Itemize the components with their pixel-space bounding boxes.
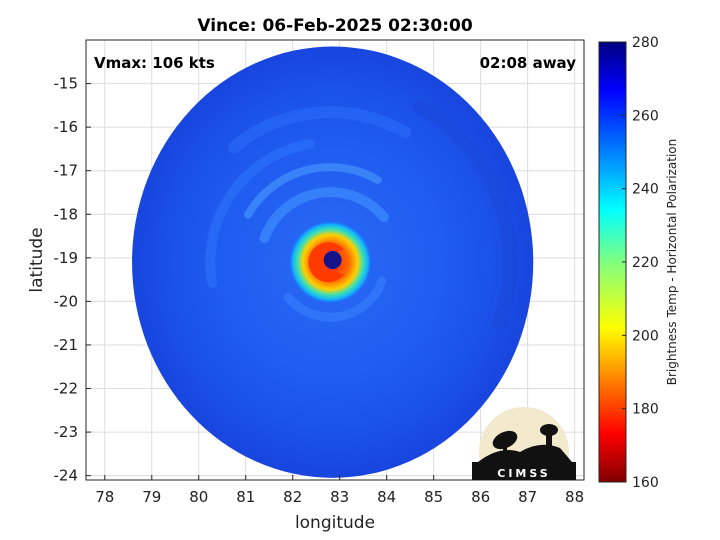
x-tick-label: 85 bbox=[424, 488, 443, 506]
colorbar-gradient bbox=[598, 41, 627, 483]
x-tick-label: 84 bbox=[377, 488, 396, 506]
rain-band bbox=[205, 139, 315, 289]
x-tick-label: 81 bbox=[236, 488, 255, 506]
y-tick-label: -24 bbox=[54, 467, 79, 485]
colorbar-tick-label: 180 bbox=[632, 402, 659, 418]
x-axis-label: longitude bbox=[295, 513, 375, 533]
y-tick-label: -15 bbox=[54, 75, 79, 93]
rain-band bbox=[227, 106, 412, 154]
rain-band bbox=[244, 163, 382, 219]
colorbar-tick-label: 200 bbox=[632, 328, 659, 344]
colorbar-ticks: 160 180 200 220 240 260 280 bbox=[622, 35, 659, 491]
y-tick-label: -23 bbox=[54, 423, 79, 441]
y-tick-label: -18 bbox=[54, 205, 79, 223]
x-tick-label: 79 bbox=[142, 488, 161, 506]
x-tick-label: 80 bbox=[189, 488, 208, 506]
colorbar-tick-label: 240 bbox=[632, 182, 659, 198]
colorbar: 160 180 200 220 240 260 280 Brightness Temp - … bbox=[598, 35, 679, 491]
x-tick-label: 87 bbox=[518, 488, 537, 506]
y-tick-label: -16 bbox=[54, 118, 79, 136]
chart-title: Vince: 06-Feb-2025 02:30:00 bbox=[197, 16, 472, 36]
colorbar-label: Brightness Temp - Horizontal Polarizatio… bbox=[665, 139, 679, 386]
x-tick-label: 82 bbox=[283, 488, 302, 506]
microwave-swath bbox=[132, 46, 534, 478]
y-tick-label: -20 bbox=[54, 292, 79, 310]
cimss-logo: CIMSS bbox=[472, 407, 576, 480]
y-tick-label: -17 bbox=[54, 162, 79, 180]
colorbar-tick-label: 260 bbox=[632, 108, 659, 124]
y-axis-ticks: -15 -16 -17 -18 -19 -20 -21 -22 -23 -24 bbox=[54, 75, 91, 485]
colorbar-tick-label: 220 bbox=[632, 255, 659, 271]
vmax-annotation: Vmax: 106 kts bbox=[94, 54, 215, 72]
rain-band bbox=[283, 276, 387, 322]
time-offset-annotation: 02:08 away bbox=[480, 54, 577, 72]
x-tick-label: 86 bbox=[471, 488, 490, 506]
rain-band bbox=[413, 99, 518, 331]
y-axis-label: latitude bbox=[27, 227, 47, 292]
rain-band bbox=[259, 187, 389, 244]
logo-text: CIMSS bbox=[497, 467, 550, 480]
y-tick-label: -22 bbox=[54, 380, 79, 398]
x-tick-label: 83 bbox=[330, 488, 349, 506]
x-axis-ticks: 78 79 80 81 82 83 84 85 86 87 88 bbox=[95, 475, 584, 506]
axes-frame bbox=[85, 39, 585, 481]
y-tick-label: -21 bbox=[54, 336, 79, 354]
x-tick-label: 78 bbox=[95, 488, 114, 506]
storm-eye bbox=[323, 251, 342, 269]
y-tick-label: -19 bbox=[54, 249, 79, 267]
colorbar-tick-label: 280 bbox=[632, 35, 659, 51]
colorbar-tick-label: 160 bbox=[632, 475, 659, 491]
spiral-bands bbox=[205, 99, 518, 331]
x-tick-label: 88 bbox=[565, 488, 584, 506]
